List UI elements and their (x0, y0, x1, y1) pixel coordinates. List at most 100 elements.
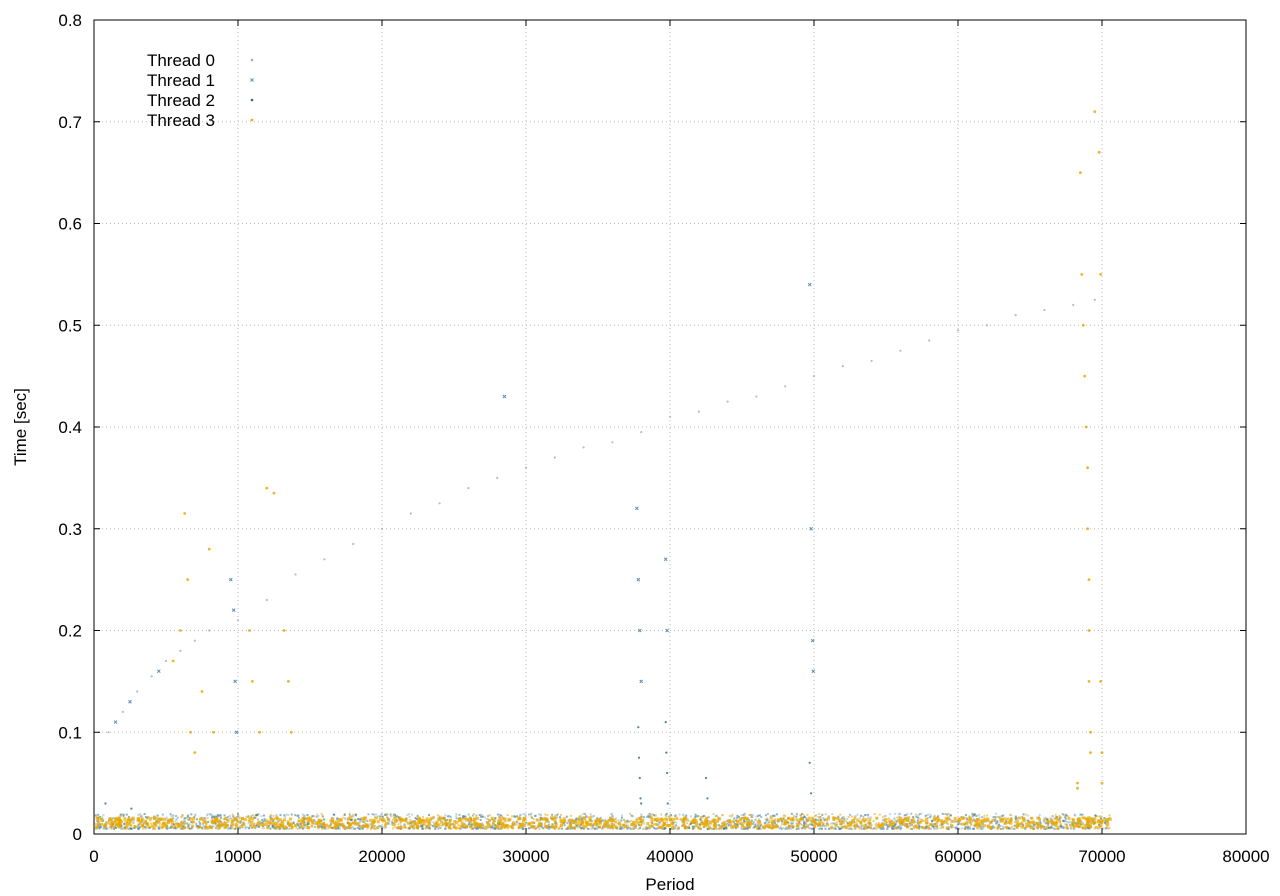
baseline-point (556, 814, 559, 817)
baseline-point (894, 819, 897, 822)
baseline-point (413, 821, 417, 825)
baseline-point (960, 823, 963, 826)
baseline-point (348, 812, 351, 815)
baseline-point (675, 824, 678, 827)
baseline-point (219, 818, 222, 821)
baseline-point (1078, 817, 1082, 821)
baseline-point (203, 817, 206, 820)
baseline-point (512, 821, 516, 825)
baseline-point (155, 818, 158, 821)
baseline-point (830, 825, 834, 829)
baseline-point (701, 822, 705, 826)
baseline-point (244, 827, 247, 830)
baseline-point (283, 818, 286, 822)
baseline-point (923, 820, 926, 823)
baseline-point (392, 818, 395, 821)
baseline-point (873, 813, 876, 815)
baseline-point (435, 820, 439, 824)
baseline-point (819, 820, 823, 824)
baseline-point (585, 823, 589, 827)
baseline-point (475, 814, 478, 817)
baseline-point (469, 820, 472, 823)
baseline-point (195, 825, 198, 828)
y-tick-label: 0.8 (58, 11, 82, 30)
baseline-point (354, 819, 357, 822)
baseline-point (551, 813, 554, 816)
baseline-point (187, 825, 190, 827)
baseline-point (834, 823, 838, 827)
baseline-point (740, 821, 743, 825)
baseline-point (844, 826, 848, 830)
baseline-point (151, 824, 155, 828)
baseline-point (421, 827, 424, 830)
baseline-point (180, 827, 183, 830)
baseline-point (1089, 822, 1092, 825)
baseline-point (231, 827, 234, 830)
baseline-point (416, 814, 419, 817)
baseline-point (892, 821, 896, 825)
baseline-point (137, 819, 141, 823)
baseline-point (338, 826, 341, 829)
baseline-point (381, 817, 385, 821)
baseline-point (474, 822, 478, 826)
baseline-point (1086, 824, 1090, 828)
baseline-point (974, 820, 978, 824)
baseline-point (980, 827, 983, 830)
baseline-point (841, 821, 845, 825)
baseline-point (863, 824, 867, 828)
baseline-point (158, 826, 161, 829)
baseline-point (247, 822, 250, 825)
x-axis-title: Period (645, 875, 694, 894)
baseline-point (579, 814, 582, 817)
baseline-point (553, 825, 557, 829)
baseline-point (886, 826, 889, 829)
baseline-point (1078, 824, 1082, 828)
baseline-point (481, 815, 484, 818)
baseline-point (960, 816, 963, 819)
baseline-point (918, 817, 921, 820)
baseline-point (317, 824, 321, 828)
baseline-point (899, 827, 901, 830)
y-tick-label: 0 (73, 825, 82, 844)
baseline-point (613, 824, 617, 828)
legend-marker (250, 118, 254, 122)
baseline-point (428, 814, 430, 816)
baseline-point (654, 823, 658, 826)
baseline-point (463, 817, 467, 821)
baseline-point (944, 813, 947, 815)
baseline-point (145, 827, 148, 830)
baseline-point (1046, 820, 1050, 824)
baseline-point (860, 814, 862, 817)
thread-point (985, 324, 988, 327)
baseline-point (99, 826, 102, 829)
thread-point (755, 395, 758, 398)
baseline-point (426, 824, 430, 828)
baseline-point (713, 827, 715, 830)
baseline-point (280, 823, 284, 827)
baseline-point (720, 822, 723, 825)
baseline-point (454, 826, 458, 830)
x-tick-label: 70000 (1078, 847, 1125, 866)
baseline-point (219, 814, 222, 817)
baseline-point (644, 826, 647, 829)
baseline-point (1072, 826, 1075, 829)
baseline-point (970, 824, 973, 827)
baseline-point (445, 825, 447, 828)
baseline-point (427, 819, 431, 823)
baseline-point (319, 823, 322, 826)
baseline-point (720, 824, 724, 828)
baseline-point (940, 821, 944, 825)
baseline-point (545, 824, 549, 828)
baseline-point (1065, 823, 1068, 826)
baseline-point (231, 823, 234, 827)
baseline-point (1045, 826, 1049, 830)
baseline-point (409, 825, 412, 827)
baseline-point (1047, 823, 1050, 826)
baseline-point (608, 819, 612, 823)
baseline-point (640, 815, 643, 818)
baseline-point (561, 827, 564, 830)
baseline-point (897, 813, 900, 816)
baseline-point (197, 825, 200, 827)
baseline-point (755, 815, 758, 818)
baseline-point (652, 826, 655, 829)
